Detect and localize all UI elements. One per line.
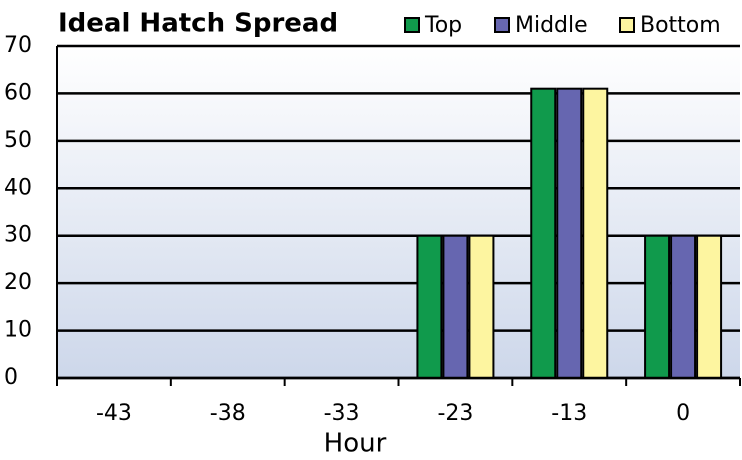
y-tick-label: 40 [4, 175, 32, 200]
legend-label: Middle [515, 13, 588, 38]
x-tick-label: -43 [96, 401, 132, 426]
legend-label: Bottom [640, 13, 721, 38]
bar [468, 234, 495, 379]
x-axis-label: Hour [324, 429, 387, 459]
bar [670, 234, 697, 379]
bar [556, 87, 583, 380]
bar [644, 234, 671, 379]
legend-swatch [494, 17, 510, 33]
bar [696, 234, 723, 379]
chart-title: Ideal Hatch Spread [58, 9, 338, 39]
y-tick-label: 10 [4, 318, 32, 343]
y-tick-label: 50 [4, 128, 32, 153]
bar [582, 87, 609, 380]
bar [416, 234, 443, 379]
bar [442, 234, 469, 379]
legend-swatch [404, 17, 420, 33]
y-tick-label: 30 [4, 223, 32, 248]
y-tick-label: 70 [4, 33, 32, 58]
y-tick-label: 60 [4, 80, 32, 105]
x-tick-label: -13 [551, 401, 587, 426]
legend-label: Top [424, 13, 462, 38]
x-tick-label: -38 [210, 401, 246, 426]
x-tick-label: 0 [676, 401, 690, 426]
y-tick-label: 0 [4, 365, 18, 390]
plot-area [57, 46, 740, 378]
x-tick-label: -33 [324, 401, 360, 426]
x-tick-label: -23 [437, 401, 473, 426]
y-tick-label: 20 [4, 270, 32, 295]
bar [530, 87, 557, 380]
legend-swatch [619, 17, 635, 33]
